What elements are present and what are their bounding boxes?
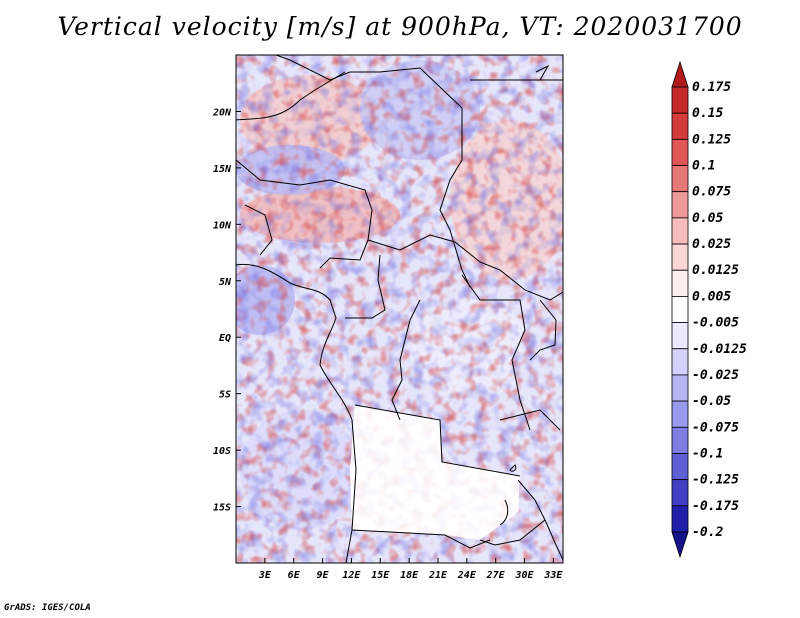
plot-frame [235,54,564,564]
y-tick-label: 10N [213,220,232,231]
colorbar-swatch [671,269,689,297]
x-tick-label: 18E [400,570,419,581]
colorbar-label: 0.1 [692,159,715,174]
x-tick-label: 27E [486,570,506,581]
y-tick-label: EQ [219,333,231,344]
x-tick-label: 15E [371,570,390,581]
colorbar-label: -0.175 [692,499,739,514]
y-tick-label: 15S [213,503,231,514]
colorbar-label: 0.15 [692,106,723,121]
x-tick-label: 12E [342,570,361,581]
x-tick-label: 21E [428,570,448,581]
colorbar-label: 0.025 [692,237,731,252]
coastlines-and-borders [236,55,563,563]
y-axis: 20N 15N 10N 5N EQ 5S 10S 15S [212,107,241,514]
colorbar-label: -0.2 [692,525,723,540]
colorbar-label: 0.05 [692,211,723,226]
colorbar-label: 0.075 [692,185,731,200]
grads-credit: GrADS: IGES/COLA [4,603,91,613]
x-tick-label: 3E [258,570,272,581]
colorbar-label: -0.075 [692,420,739,435]
colorbar-swatch [671,112,689,140]
colorbar-swatch [671,374,689,402]
colorbar-swatch [671,322,689,350]
colorbar-label: -0.025 [692,368,739,383]
x-tick-label: 30E [514,570,534,581]
x-tick-label: 24E [457,570,477,581]
colorbar-swatch [671,348,689,376]
colorbar-swatch [671,86,689,114]
colorbar-swatch [671,296,689,323]
colorbar-swatch [671,191,689,219]
x-tick-label: 33E [543,570,563,581]
x-tick-label: 9E [317,570,330,581]
colorbar-label: -0.0125 [692,342,747,357]
colorbar-label: 0.005 [692,289,731,304]
colorbar-swatch [671,479,689,507]
map-plot-area [236,55,563,563]
colorbar-top-arrow [671,60,689,88]
colorbar-swatch [671,217,689,245]
y-tick-label: 20N [212,107,232,118]
colorbar-swatch [671,400,689,428]
colorbar-label: -0.005 [692,316,739,331]
x-axis: 3E 6E 9E 12E 15E 18E 21E 24E 27E 30E 33E [258,558,563,581]
x-tick-label: 6E [288,570,301,581]
y-tick-label: 5N [219,277,232,288]
masked-region-overlay [350,405,520,540]
y-tick-label: 5S [219,390,231,401]
colorbar-swatch [671,453,689,481]
y-tick-label: 15N [213,164,232,175]
colorbar-label: -0.125 [692,473,739,488]
colorbar-swatch [671,243,689,271]
colorbar-swatch [671,165,689,193]
colorbar-label: 0.175 [692,80,731,95]
colorbar: 0.175 0.15 0.125 0.1 0.075 0.05 0.025 0.0125 0.0… [671,60,747,559]
colorbar-label: 0.0125 [692,263,739,278]
colorbar-swatch [671,505,689,533]
colorbar-swatch [671,138,689,166]
chart-title: Vertical velocity [m/s] at 900hPa, VT: 2… [57,12,743,41]
colorbar-label: -0.05 [692,394,731,409]
colorbar-label: 0.125 [692,132,731,147]
y-tick-label: 10S [213,446,231,457]
colorbar-label: -0.1 [692,446,723,461]
colorbar-swatch [671,426,689,454]
colorbar-bottom-arrow [671,531,689,559]
